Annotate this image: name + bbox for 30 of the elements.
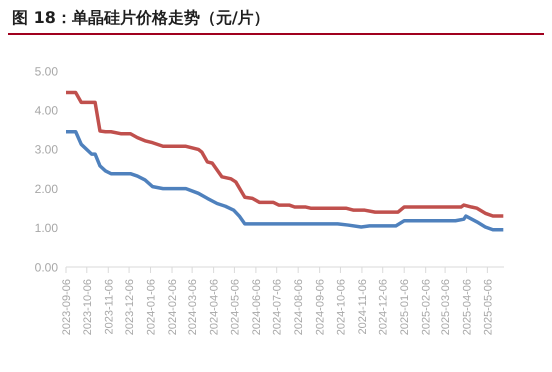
x-tick-label: 2024-11-06 (356, 279, 369, 334)
x-tick-label: 2025-04-06 (462, 279, 474, 336)
x-tick-label: 2024-09-06 (314, 279, 327, 336)
y-tick-label: 2.00 (34, 182, 58, 196)
y-tick-label: 4.00 (34, 103, 58, 118)
x-tick-label: 2024-07-06 (272, 279, 284, 336)
x-tick-label: 2024-02-06 (167, 279, 180, 336)
x-tick-label: 2023-10-06 (82, 279, 94, 336)
chart-title: 图 18：单晶硅片价格走势（元/片） (8, 8, 544, 35)
x-tick-label: 2024-12-06 (378, 279, 390, 336)
x-tick-label: 2024-01-06 (146, 279, 158, 336)
x-tick-label: 2023-11-06 (103, 279, 116, 334)
x-tick-label: 2024-06-06 (250, 279, 263, 336)
x-tick-label: 2025-01-06 (399, 279, 412, 336)
x-tick-label: 2024-10-06 (335, 279, 348, 336)
line-series (66, 130, 504, 232)
x-tick-label: 2025-05-06 (482, 279, 494, 336)
x-tick-label: 2024-03-06 (187, 279, 200, 336)
y-tick-label: 0.00 (34, 260, 58, 274)
x-tick-label: 2024-08-06 (293, 279, 306, 336)
y-tick-label: 1.00 (34, 221, 58, 236)
x-tick-label: 2024-05-06 (229, 279, 242, 336)
y-tick-label: 3.00 (34, 142, 58, 157)
y-tick-label: 5.00 (34, 64, 58, 78)
x-tick-label: 2024-04-06 (208, 279, 221, 336)
x-tick-label: 2025-02-06 (420, 279, 433, 336)
x-tick-label: 2025-03-06 (440, 279, 452, 336)
x-tick-label: 2023-12-06 (124, 279, 136, 336)
x-tick-label: 2023-09-06 (61, 279, 73, 336)
line-series (66, 90, 504, 218)
